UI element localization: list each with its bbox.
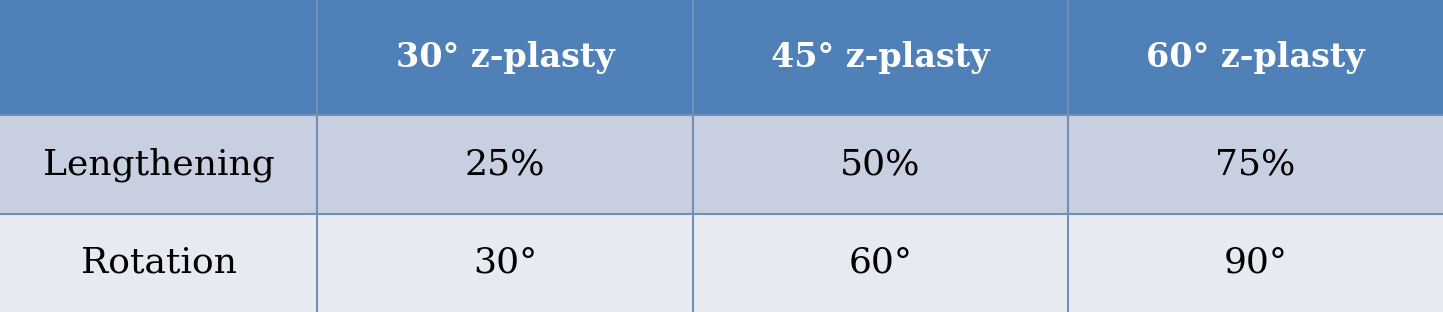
Text: Rotation: Rotation [81,246,237,280]
Text: 90°: 90° [1224,246,1287,280]
Text: 60° z-plasty: 60° z-plasty [1146,41,1365,74]
Bar [317,214,693,312]
Text: 60°: 60° [848,246,912,280]
Text: 75%: 75% [1215,148,1296,182]
Text: 30° z-plasty: 30° z-plasty [395,41,615,74]
Text: 30°: 30° [473,246,537,280]
Bar [1068,214,1443,312]
Bar [0,214,317,312]
Bar [0,115,317,214]
Bar [317,115,693,214]
Text: 45° z-plasty: 45° z-plasty [771,41,990,74]
Bar [0,0,317,115]
Text: Lengthening: Lengthening [43,147,274,182]
Bar [1068,0,1443,115]
Bar [693,0,1068,115]
Bar [693,115,1068,214]
Bar [693,214,1068,312]
Bar [317,0,693,115]
Text: 50%: 50% [840,148,921,182]
Bar [1068,115,1443,214]
Text: 25%: 25% [465,148,545,182]
